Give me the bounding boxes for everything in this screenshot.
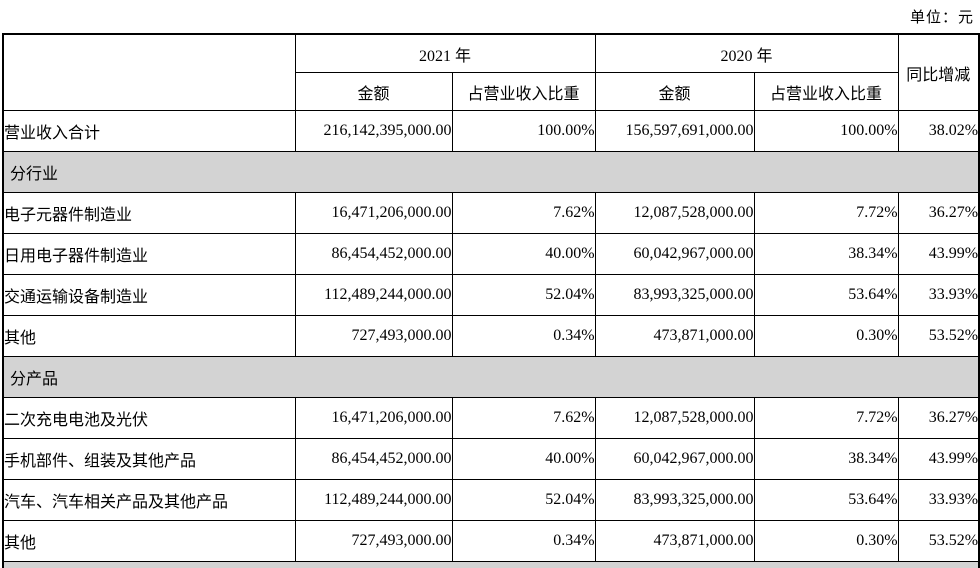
table-row: 二次充电电池及光伏 16,471,206,000.00 7.62% 12,087… (2, 397, 980, 439)
yoy-value: 43.99% (897, 438, 980, 480)
yoy-value: 38.02% (897, 110, 980, 152)
amount-2021: 727,493,000.00 (294, 315, 453, 357)
section-label-truncated (2, 561, 980, 568)
row-label: 二次充电电池及光伏 (2, 397, 296, 439)
table-row: 汽车、汽车相关产品及其他产品 112,489,244,000.00 52.04%… (2, 479, 980, 521)
share-2021-header: 占营业收入比重 (451, 72, 596, 111)
section-row-by-industry: 分行业 (2, 151, 980, 193)
share-2020: 0.30% (753, 315, 899, 357)
amount-2020: 83,993,325,000.00 (594, 479, 755, 521)
table-body: 营业收入合计 216,142,395,000.00 100.00% 156,59… (2, 110, 980, 568)
header-row-measures: 金额 占营业收入比重 金额 占营业收入比重 (3, 72, 979, 111)
row-label: 汽车、汽车相关产品及其他产品 (2, 479, 296, 521)
yoy-value: 36.27% (897, 397, 980, 439)
share-2020-header: 占营业收入比重 (753, 72, 899, 111)
amount-2021: 16,471,206,000.00 (294, 192, 453, 234)
share-2021: 7.62% (451, 397, 596, 439)
share-2021: 100.00% (451, 110, 596, 152)
amount-2021: 112,489,244,000.00 (294, 479, 453, 521)
share-2020: 53.64% (753, 479, 899, 521)
share-2021: 0.34% (451, 520, 596, 562)
row-label: 其他 (2, 315, 296, 357)
row-label: 电子元器件制造业 (2, 192, 296, 234)
yoy-value: 53.52% (897, 315, 980, 357)
yoy-value: 33.93% (897, 479, 980, 521)
table-row: 日用电子器件制造业 86,454,452,000.00 40.00% 60,04… (2, 233, 980, 275)
share-2021: 52.04% (451, 479, 596, 521)
year-2020-header: 2020 年 (594, 33, 899, 73)
share-2020: 0.30% (753, 520, 899, 562)
amount-2021: 16,471,206,000.00 (294, 397, 453, 439)
share-2020: 7.72% (753, 192, 899, 234)
row-label: 日用电子器件制造业 (2, 233, 296, 275)
amount-2021-header: 金额 (294, 72, 453, 111)
amount-2020: 60,042,967,000.00 (594, 233, 755, 275)
share-2020: 53.64% (753, 274, 899, 316)
yoy-value: 43.99% (897, 233, 980, 275)
table-row: 电子元器件制造业 16,471,206,000.00 7.62% 12,087,… (2, 192, 980, 234)
amount-2021: 112,489,244,000.00 (294, 274, 453, 316)
section-label: 分产品 (2, 356, 980, 398)
amount-2020: 473,871,000.00 (594, 520, 755, 562)
amount-2021: 216,142,395,000.00 (294, 110, 453, 152)
amount-2020-header: 金额 (594, 72, 755, 111)
table-row: 交通运输设备制造业 112,489,244,000.00 52.04% 83,9… (2, 274, 980, 316)
yoy-value: 36.27% (897, 192, 980, 234)
row-label: 交通运输设备制造业 (2, 274, 296, 316)
share-2021: 7.62% (451, 192, 596, 234)
amount-2020: 83,993,325,000.00 (594, 274, 755, 316)
table-row: 营业收入合计 216,142,395,000.00 100.00% 156,59… (2, 110, 980, 152)
share-2021: 52.04% (451, 274, 596, 316)
row-label: 其他 (2, 520, 296, 562)
amount-2021: 727,493,000.00 (294, 520, 453, 562)
share-2021: 0.34% (451, 315, 596, 357)
amount-2020: 60,042,967,000.00 (594, 438, 755, 480)
row-label: 手机部件、组装及其他产品 (2, 438, 296, 480)
table-row: 其他 727,493,000.00 0.34% 473,871,000.00 0… (2, 520, 980, 562)
share-2020: 38.34% (753, 233, 899, 275)
corner-cell (2, 33, 296, 111)
share-2021: 40.00% (451, 438, 596, 480)
yoy-header: 同比增减 (897, 33, 980, 111)
table-row: 其他 727,493,000.00 0.34% 473,871,000.00 0… (2, 315, 980, 357)
amount-2020: 12,087,528,000.00 (594, 397, 755, 439)
amount-2020: 473,871,000.00 (594, 315, 755, 357)
yoy-value: 53.52% (897, 520, 980, 562)
table-row: 手机部件、组装及其他产品 86,454,452,000.00 40.00% 60… (2, 438, 980, 480)
share-2021: 40.00% (451, 233, 596, 275)
section-row-by-product: 分产品 (2, 356, 980, 398)
amount-2020: 12,087,528,000.00 (594, 192, 755, 234)
amount-2021: 86,454,452,000.00 (294, 438, 453, 480)
amount-2021: 86,454,452,000.00 (294, 233, 453, 275)
share-2020: 100.00% (753, 110, 899, 152)
share-2020: 38.34% (753, 438, 899, 480)
amount-2020: 156,597,691,000.00 (594, 110, 755, 152)
share-2020: 7.72% (753, 397, 899, 439)
revenue-breakdown-table: 2021 年 2020 年 同比增减 金额 占营业收入比重 金额 占营业收入比重… (2, 33, 980, 568)
year-2021-header: 2021 年 (294, 33, 596, 73)
table-header: 2021 年 2020 年 同比增减 金额 占营业收入比重 金额 占营业收入比重 (2, 33, 980, 111)
section-label: 分行业 (2, 151, 980, 193)
unit-label: 单位：元 (909, 10, 974, 26)
yoy-value: 33.93% (897, 274, 980, 316)
section-row-truncated (2, 561, 980, 568)
header-row-years: 2021 年 2020 年 同比增减 (2, 33, 980, 111)
row-label: 营业收入合计 (2, 110, 296, 152)
